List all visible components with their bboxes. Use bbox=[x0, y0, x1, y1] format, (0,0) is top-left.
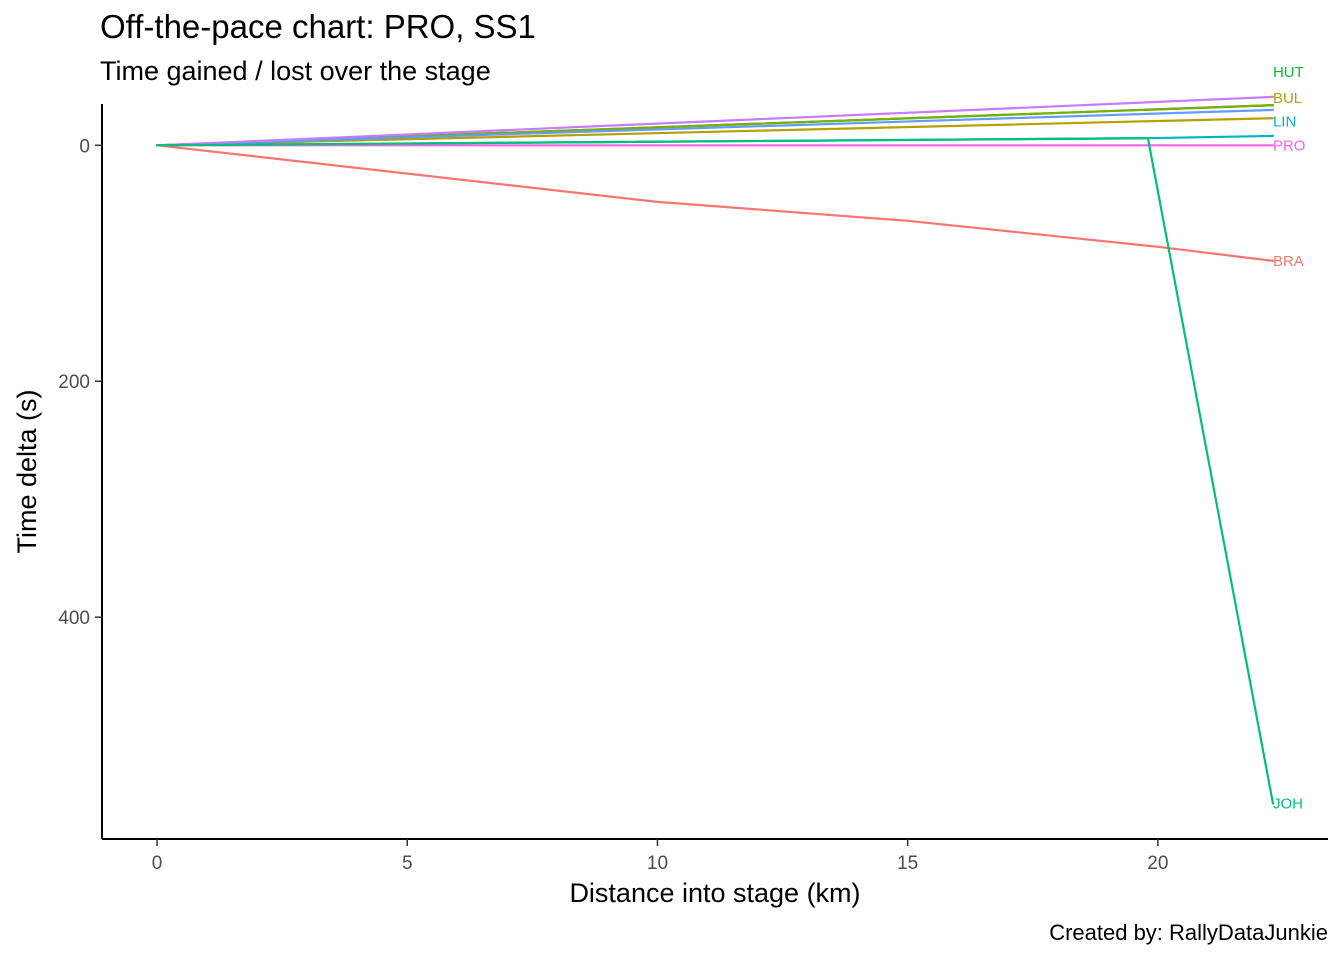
x-tick-label: 5 bbox=[402, 853, 413, 874]
series-line-violet bbox=[155, 95, 1275, 147]
series-labels: HUT BUL LIN PRO BRA JOH bbox=[1273, 64, 1306, 812]
series-line-bul bbox=[155, 117, 1275, 147]
series-line-joh bbox=[155, 137, 1275, 805]
x-axis-ticks: 0 5 10 15 20 bbox=[152, 839, 1168, 874]
x-tick-label: 15 bbox=[897, 853, 918, 874]
series-label-bul: BUL bbox=[1273, 90, 1302, 107]
series-label-bra: BRA bbox=[1273, 253, 1304, 270]
chart-caption: Created by: RallyDataJunkie bbox=[1049, 920, 1328, 945]
series-line-bra bbox=[155, 144, 1275, 262]
y-tick-label: 200 bbox=[58, 372, 90, 393]
series-label-joh: JOH bbox=[1273, 796, 1303, 813]
series-line-blue bbox=[155, 108, 1275, 147]
series-label-pro: PRO bbox=[1273, 137, 1306, 154]
y-tick-label: 0 bbox=[79, 136, 90, 157]
series-label-hut: HUT bbox=[1273, 64, 1304, 81]
x-axis-title: Distance into stage (km) bbox=[569, 878, 860, 908]
series-label-lin: LIN bbox=[1273, 114, 1296, 131]
y-axis-title: Time delta (s) bbox=[12, 389, 42, 553]
x-tick-label: 0 bbox=[152, 853, 163, 874]
y-tick-label: 400 bbox=[58, 608, 90, 629]
series-lines bbox=[155, 95, 1275, 805]
y-axis-ticks: 0 200 400 bbox=[58, 136, 102, 629]
x-tick-label: 10 bbox=[647, 853, 668, 874]
chart-subtitle: Time gained / lost over the stage bbox=[100, 56, 491, 86]
x-tick-label: 20 bbox=[1147, 853, 1168, 874]
chart-title: Off-the-pace chart: PRO, SS1 bbox=[100, 8, 536, 45]
